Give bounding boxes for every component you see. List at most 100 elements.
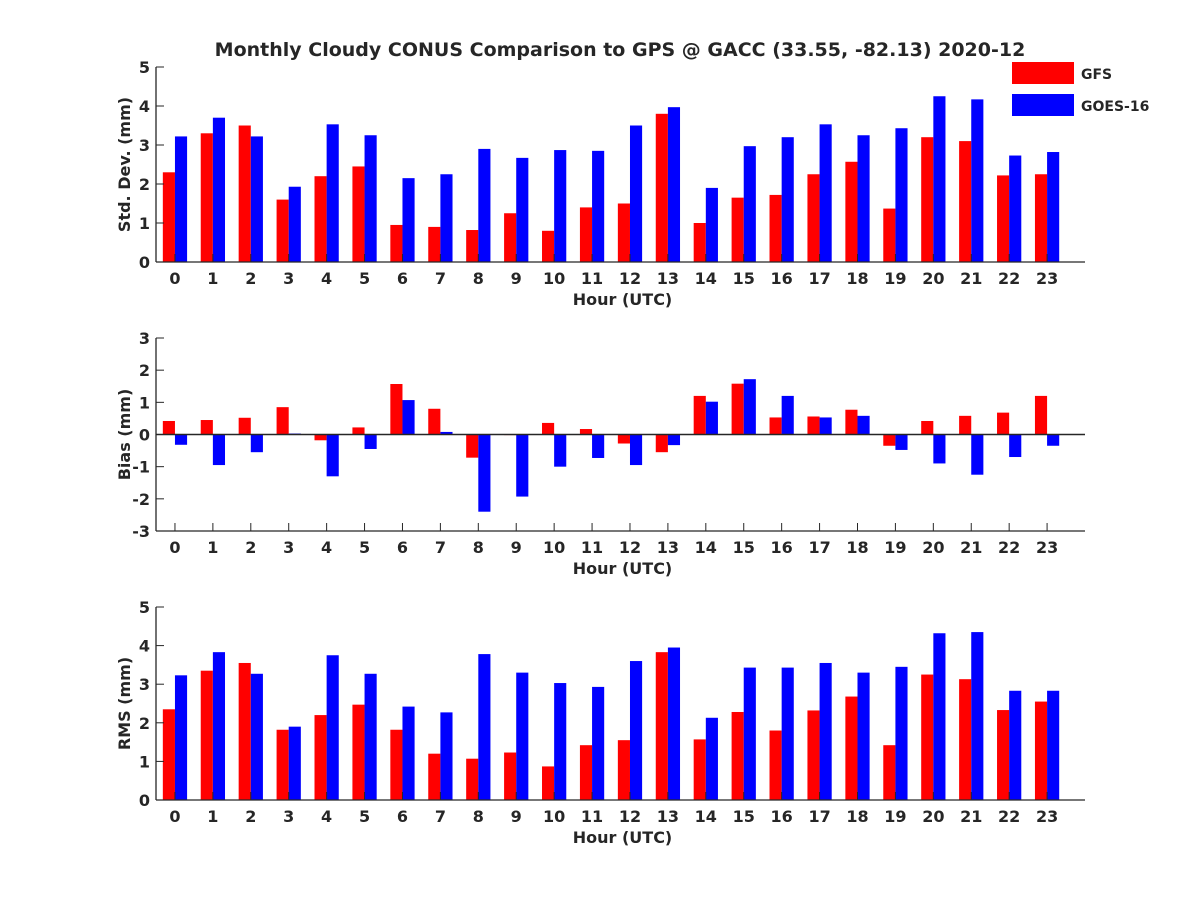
rms-x-tick-label: 14 [695, 807, 717, 826]
std-dev-x-tick-label: 4 [321, 269, 332, 288]
rms-bar-goes16-12 [629, 661, 643, 800]
bias-bar-goes16-14 [705, 401, 718, 435]
std-dev-x-axis-label: Hour (UTC) [573, 290, 673, 309]
std-dev-x-tick-label: 15 [733, 269, 755, 288]
legend-label-goes16: GOES-16 [1081, 99, 1149, 115]
std-dev-bar-goes16-9 [516, 157, 529, 262]
bias-bar-gfs-8 [466, 434, 479, 458]
bias-x-tick-label: 16 [771, 538, 793, 557]
std-dev-bar-gfs-19 [883, 208, 896, 262]
rms-bar-gfs-3 [276, 729, 289, 800]
bias-x-tick-label: 18 [846, 538, 868, 557]
bias-bar-gfs-1 [200, 420, 213, 435]
rms-bar-gfs-2 [238, 662, 251, 800]
bias-x-tick-label: 0 [169, 538, 180, 557]
rms-x-tick-label: 23 [1036, 807, 1058, 826]
rms-bar-gfs-22 [997, 710, 1010, 800]
std-dev-x-tick-label: 6 [397, 269, 408, 288]
rms-bar-goes16-19 [895, 666, 908, 800]
std-dev-bar-goes16-5 [364, 135, 377, 262]
std-dev-bar-goes16-19 [895, 128, 908, 262]
rms-y-tick-label: 0 [139, 791, 150, 810]
bias-bar-gfs-2 [238, 417, 251, 435]
legend-swatch-gfs [1012, 62, 1074, 84]
rms-x-tick-label: 5 [359, 807, 370, 826]
std-dev-bar-gfs-5 [352, 166, 365, 262]
rms-y-tick-label: 5 [139, 598, 150, 617]
std-dev-x-tick-label: 22 [998, 269, 1020, 288]
std-dev-x-tick-label: 0 [169, 269, 180, 288]
bias-x-tick-label: 2 [245, 538, 256, 557]
rms-bar-gfs-19 [883, 745, 896, 800]
bias-x-tick-label: 11 [581, 538, 603, 557]
bias-bar-goes16-2 [250, 434, 263, 453]
rms-bar-gfs-1 [200, 670, 213, 800]
std-dev-bar-gfs-4 [314, 176, 327, 262]
rms-x-tick-label: 10 [543, 807, 565, 826]
bias-bar-goes16-11 [592, 434, 605, 458]
rms-bar-gfs-15 [731, 711, 744, 800]
std-dev-bar-gfs-20 [921, 137, 934, 262]
std-dev-bar-goes16-1 [212, 117, 226, 262]
rms-bar-gfs-6 [390, 729, 403, 800]
bias-bar-gfs-13 [655, 434, 668, 453]
bias-x-tick-label: 21 [960, 538, 982, 557]
std-dev-bar-goes16-17 [819, 124, 832, 262]
std-dev-bar-goes16-4 [326, 124, 339, 262]
std-dev-bar-goes16-13 [667, 107, 681, 262]
rms-y-tick-label: 3 [139, 675, 150, 694]
rms-bar-goes16-6 [402, 706, 415, 800]
bias-x-tick-label: 8 [473, 538, 484, 557]
std-dev-x-tick-label: 14 [695, 269, 717, 288]
rms-bar-goes16-23 [1047, 690, 1060, 800]
bias-y-tick-label: -3 [132, 522, 150, 541]
bias-bar-gfs-22 [997, 412, 1010, 435]
bias-bar-goes16-15 [743, 379, 756, 435]
std-dev-x-tick-label: 17 [808, 269, 830, 288]
rms-x-tick-label: 20 [922, 807, 944, 826]
rms-x-tick-label: 16 [771, 807, 793, 826]
std-dev-bar-goes16-16 [781, 137, 794, 262]
rms-bar-goes16-8 [478, 654, 491, 800]
bias-bar-goes16-19 [895, 434, 908, 450]
rms-bar-gfs-12 [617, 740, 630, 800]
std-dev-bar-gfs-10 [542, 230, 555, 262]
std-dev-x-tick-label: 18 [846, 269, 868, 288]
rms-bar-gfs-21 [959, 679, 972, 800]
std-dev-bar-goes16-21 [971, 99, 984, 263]
rms-bar-goes16-11 [592, 686, 605, 800]
rms-bar-goes16-7 [440, 712, 453, 800]
rms-x-tick-label: 11 [581, 807, 603, 826]
bias-x-tick-label: 7 [435, 538, 446, 557]
std-dev-bar-goes16-20 [933, 96, 946, 262]
std-dev-y-tick-label: 5 [139, 58, 150, 77]
rms-bar-gfs-13 [655, 652, 668, 800]
std-dev-bar-goes16-22 [1009, 155, 1022, 262]
std-dev-y-tick-label: 0 [139, 253, 150, 272]
rms-y-tick-label: 4 [139, 637, 150, 656]
bias-bar-goes16-6 [402, 400, 415, 435]
bias-bar-goes16-12 [629, 434, 643, 466]
rms-x-axis-label: Hour (UTC) [573, 828, 673, 847]
bias-bar-goes16-8 [478, 434, 491, 512]
bias-bar-goes16-10 [554, 434, 567, 467]
std-dev-y-tick-label: 1 [139, 214, 150, 233]
std-dev-bar-goes16-11 [592, 150, 605, 262]
rms-bar-goes16-9 [516, 672, 529, 800]
legend: GFS GOES-16 [1012, 62, 1149, 116]
bias-x-tick-label: 13 [657, 538, 679, 557]
std-dev-x-tick-label: 9 [511, 269, 522, 288]
std-dev-bar-gfs-7 [428, 226, 441, 262]
bias-bar-gfs-4 [314, 434, 327, 441]
rms-y-tick-label: 2 [139, 714, 150, 733]
std-dev-bar-goes16-10 [554, 150, 567, 262]
bias-x-tick-label: 3 [283, 538, 294, 557]
bias-x-tick-label: 10 [543, 538, 565, 557]
bias-bar-gfs-11 [579, 429, 593, 435]
rms-bar-gfs-23 [1034, 701, 1048, 800]
rms-x-tick-label: 9 [511, 807, 522, 826]
std-dev-x-tick-label: 8 [473, 269, 484, 288]
